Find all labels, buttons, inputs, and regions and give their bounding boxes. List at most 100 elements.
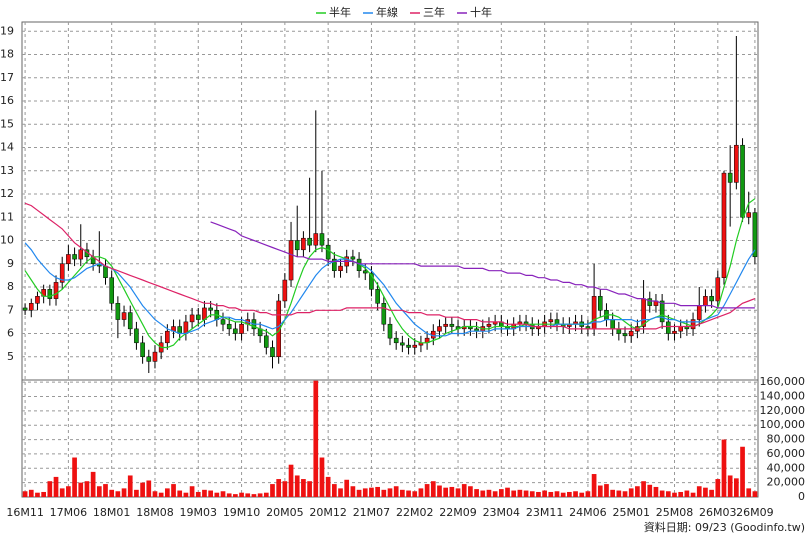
volume-bar	[220, 491, 226, 497]
candle-body	[276, 300, 281, 358]
volume-bar	[263, 492, 269, 497]
volume-bar	[443, 487, 449, 497]
legend-label: 三年	[423, 5, 445, 19]
candle-body	[647, 298, 653, 306]
candle-body	[443, 323, 448, 327]
x-tick-label: 17M06	[50, 506, 88, 519]
y-tick-label: 140,000	[760, 390, 806, 403]
volume-bar	[393, 486, 399, 497]
candle-body	[437, 326, 442, 332]
volume-bar	[628, 488, 634, 497]
volume-bar	[641, 481, 646, 497]
y-tick-label: 0	[798, 490, 805, 503]
candle-body	[548, 319, 554, 323]
volume-bar	[622, 491, 628, 497]
candle-body	[597, 296, 603, 311]
volume-bar	[418, 488, 424, 497]
ma-line	[24, 198, 756, 349]
legend-label: 年線	[376, 5, 398, 19]
candle-body	[121, 312, 127, 320]
y-tick-label: 16	[0, 94, 14, 107]
candle-body	[696, 305, 702, 320]
candle-body	[387, 323, 393, 339]
volume-bar	[214, 492, 220, 497]
volume-bar	[270, 484, 275, 497]
y-tick-label: 10	[0, 234, 14, 247]
volume-bar	[288, 464, 294, 497]
volume-bar	[616, 490, 622, 497]
ma-line	[24, 242, 756, 337]
volume-bar	[202, 489, 207, 497]
volume-bar	[226, 493, 232, 497]
volume-bar	[684, 490, 690, 497]
volume-bar	[90, 471, 96, 497]
x-tick-label: 23M04	[483, 506, 521, 519]
candle-body	[672, 330, 677, 334]
volume-bar	[740, 446, 745, 497]
volume-bar	[233, 494, 238, 497]
volume-bar	[282, 481, 288, 497]
volume-bar	[177, 490, 183, 497]
volume-bar	[746, 488, 752, 497]
y-tick-label: 40,000	[767, 461, 806, 474]
volume-bar	[319, 457, 325, 497]
candle-body	[406, 344, 411, 348]
candle-body	[721, 172, 727, 278]
volume-bar	[597, 485, 603, 497]
candle-body	[140, 342, 145, 358]
x-tick-label: 18M01	[93, 506, 131, 519]
volume-bar	[96, 486, 102, 497]
volume-bar	[548, 491, 554, 497]
x-tick-label: 19M10	[223, 506, 261, 519]
legend: 半年 年線 三年 十年	[316, 5, 492, 19]
volume-bar	[579, 492, 585, 497]
volume-bar	[437, 485, 442, 497]
volume-bar	[542, 490, 547, 497]
candle-body	[146, 356, 152, 362]
y-tick-label: 15	[0, 117, 14, 130]
volume-bar	[449, 486, 455, 497]
candle-body	[239, 323, 244, 334]
candle-body	[400, 342, 405, 346]
volume-bar	[424, 484, 430, 497]
x-tick-label: 24M06	[569, 506, 607, 519]
volume-bar	[47, 481, 53, 497]
candle-body	[610, 319, 615, 330]
volume-bar	[41, 491, 46, 497]
candle-body	[554, 319, 560, 325]
candle-body	[319, 233, 325, 246]
volume-bar	[195, 491, 201, 497]
volume-bar	[121, 488, 127, 497]
volume-bar	[461, 484, 467, 497]
volume-bar	[455, 488, 461, 497]
volume-bar	[22, 491, 28, 497]
volume-bar	[678, 491, 684, 497]
volume-bar	[573, 491, 578, 497]
candle-body	[740, 144, 745, 218]
candle-body	[703, 296, 708, 306]
legend-label: 十年	[470, 5, 492, 19]
candle-body	[288, 240, 294, 281]
y-tick-label: 13	[0, 164, 14, 177]
x-tick-label: 26M09	[736, 506, 774, 519]
candle-body	[393, 337, 399, 344]
volume-bar	[158, 492, 164, 497]
volume-bar	[356, 489, 362, 497]
y-tick-label: 18	[0, 48, 14, 61]
y-tick-label: 12	[0, 187, 14, 200]
volume-bar	[325, 476, 331, 497]
candle-body	[659, 300, 665, 323]
volume-bar	[560, 492, 566, 497]
volume-bar	[72, 457, 77, 497]
volume-bar	[665, 491, 671, 497]
y-tick-label: 11	[0, 210, 14, 223]
candle-body	[752, 212, 758, 258]
volume-bar	[251, 494, 257, 497]
volume-bar	[115, 491, 121, 497]
legend-label: 半年	[329, 5, 351, 19]
volume-bar	[734, 478, 739, 497]
y-tick-label: 17	[0, 71, 14, 84]
y-tick-label: 19	[0, 24, 14, 37]
x-tick-label: 25M01	[612, 506, 650, 519]
candle-body	[66, 254, 71, 265]
